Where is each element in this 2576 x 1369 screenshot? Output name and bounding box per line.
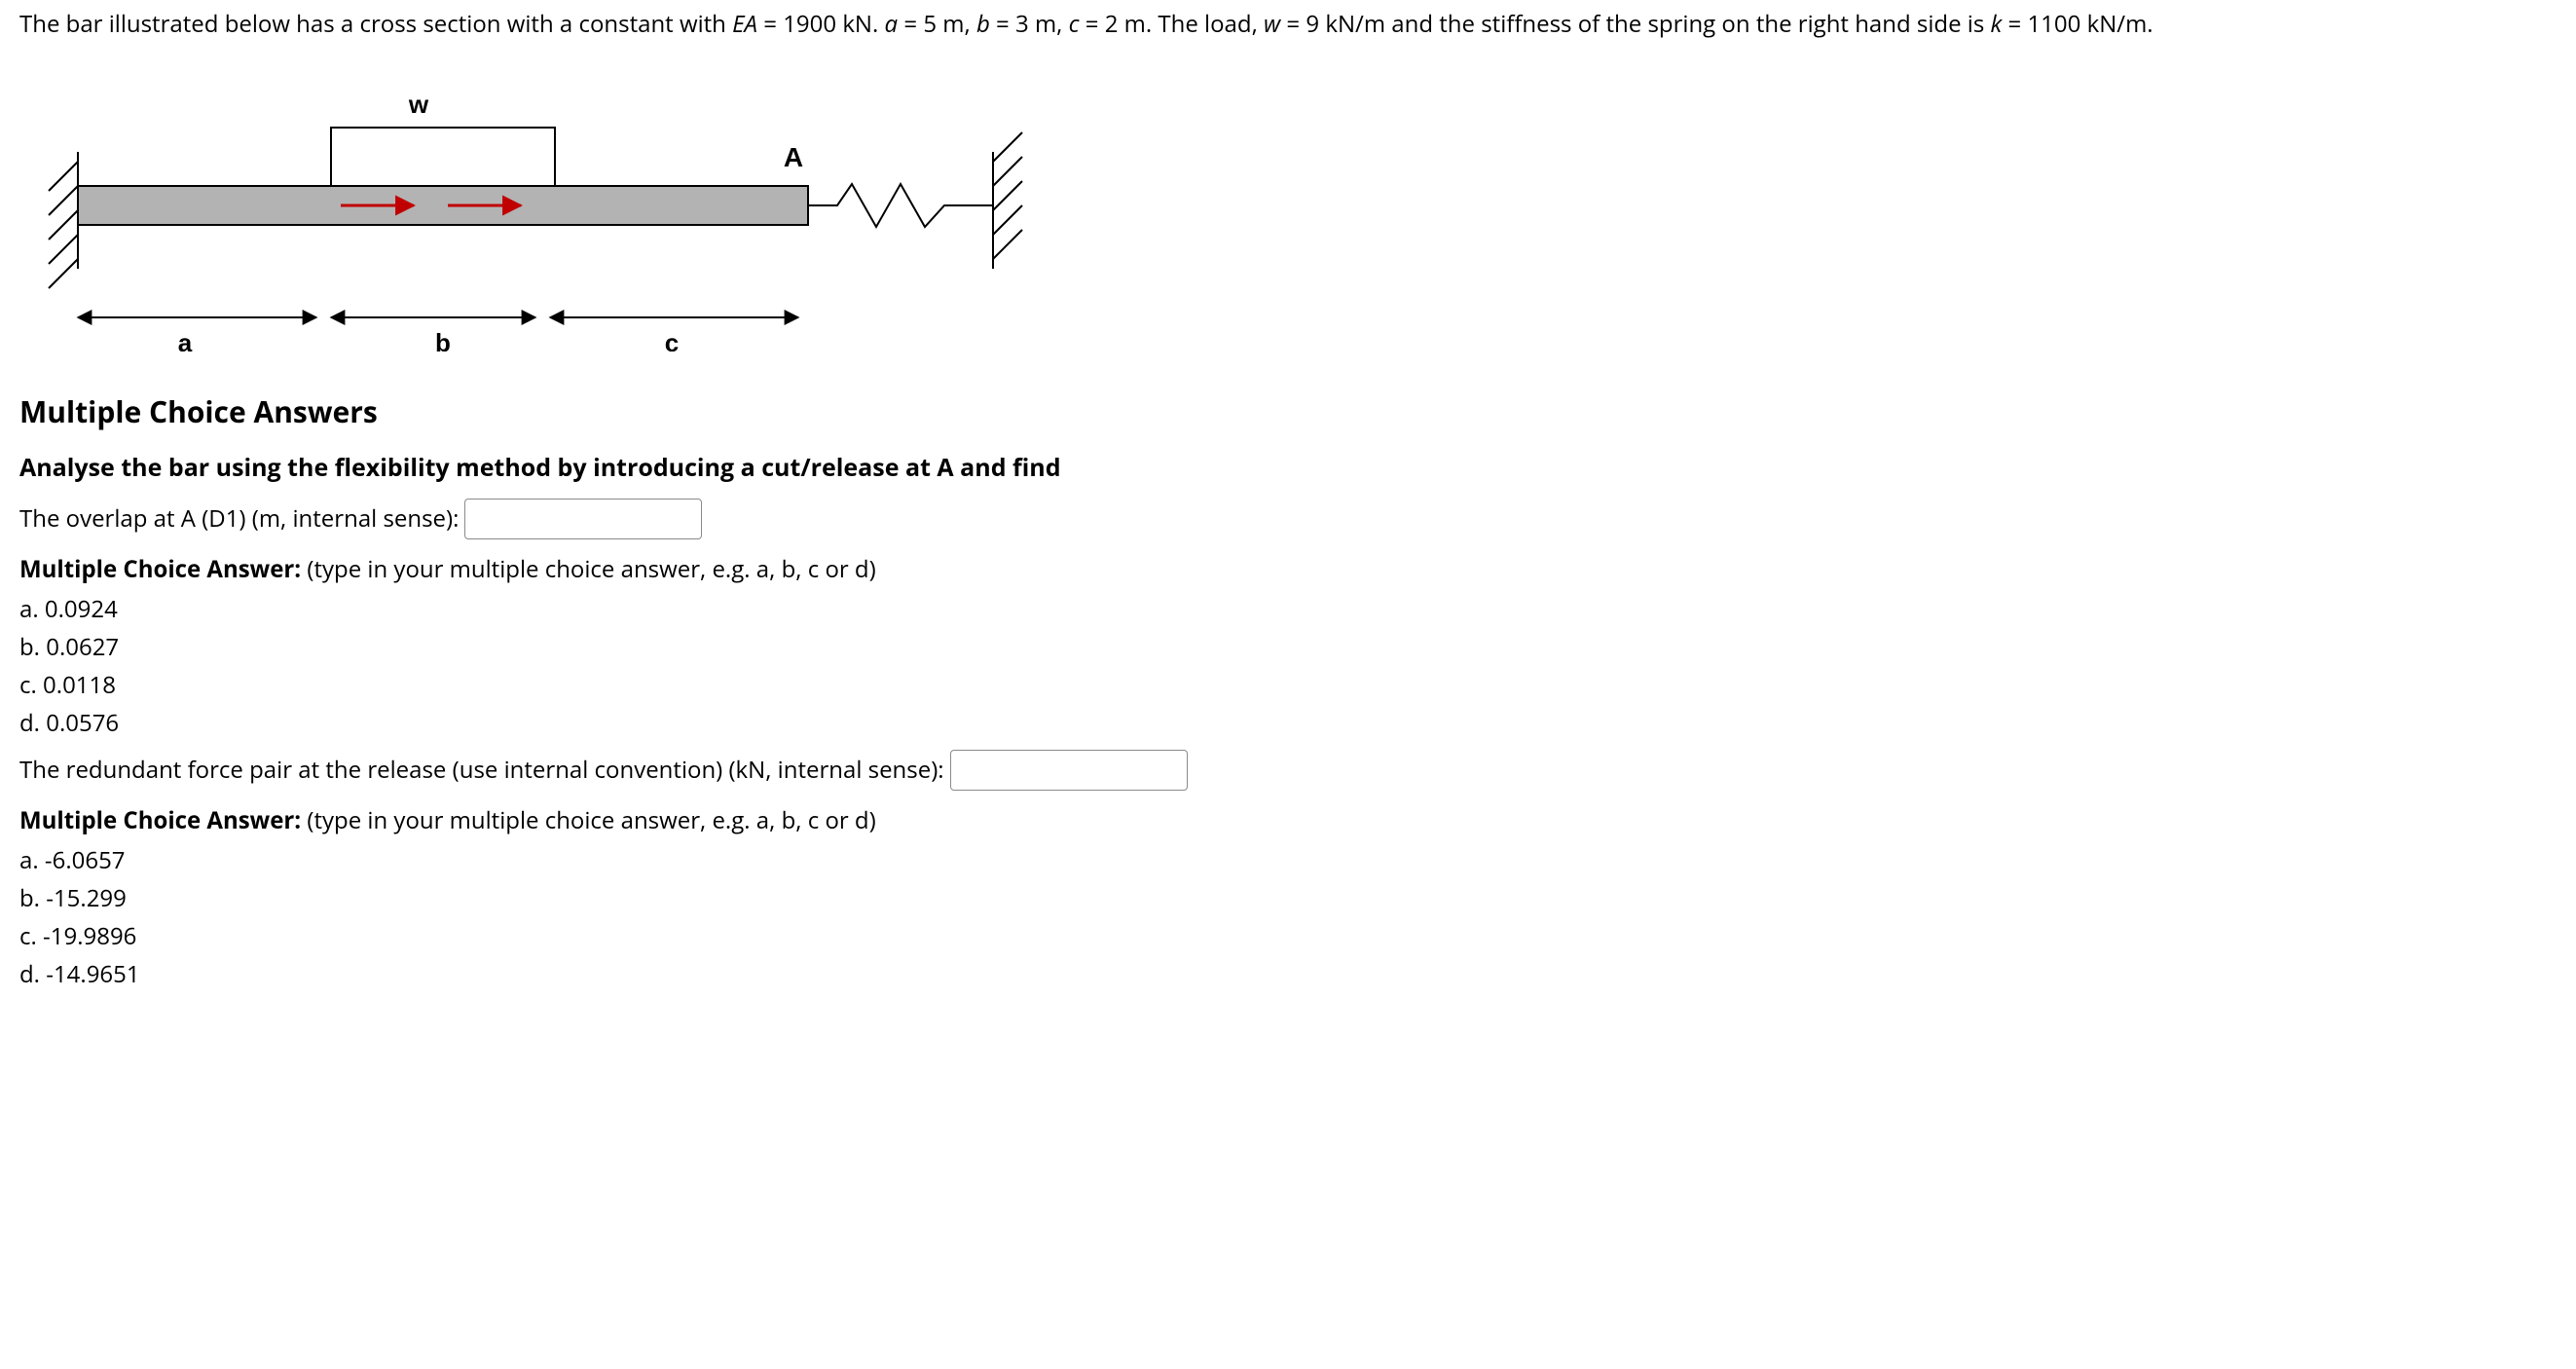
q2-option-c: c. -19.9896 — [19, 920, 2557, 954]
dim-a-label: a — [178, 328, 193, 352]
text: = 2 m. The load, — [1080, 8, 1265, 40]
text: = 3 m, — [990, 8, 1069, 40]
bar-body — [78, 186, 808, 225]
fixed-support-right-icon — [993, 132, 1022, 269]
problem-statement: The bar illustrated below has a cross se… — [19, 8, 2557, 42]
mc-label-bold: Multiple Choice Answer: — [19, 804, 301, 836]
dim-c-label: c — [665, 328, 679, 352]
q1-option-b: b. 0.0627 — [19, 631, 2557, 665]
instruction: Analyse the bar using the flexibility me… — [19, 450, 2557, 485]
a-symbol: a — [885, 8, 899, 40]
q1-option-a: a. 0.0924 — [19, 593, 2557, 627]
load-label: w — [408, 90, 429, 119]
load-box — [331, 128, 555, 186]
figure: w A a b c — [19, 59, 2557, 361]
text: = 5 m, — [898, 8, 976, 40]
b-symbol: b — [976, 8, 990, 40]
c-symbol: c — [1069, 8, 1080, 40]
q2-answer-input[interactable] — [950, 750, 1188, 791]
mc-label-bold: Multiple Choice Answer: — [19, 553, 301, 585]
q2-option-d: d. -14.9651 — [19, 958, 2557, 992]
bar-diagram-svg: w A a b c — [19, 59, 1051, 352]
mc-label-rest: (type in your multiple choice answer, e.… — [301, 804, 876, 836]
section-title: Multiple Choice Answers — [19, 390, 2557, 433]
text: = 1900 kN. — [757, 8, 885, 40]
q1-answer-input[interactable] — [464, 499, 702, 539]
q2-option-a: a. -6.0657 — [19, 844, 2557, 878]
text: = 1100 kN/m. — [2002, 8, 2153, 40]
q1-prompt: The overlap at A (D1) (m, internal sense… — [19, 502, 459, 536]
q1-option-c: c. 0.0118 — [19, 669, 2557, 703]
q1-prompt-line: The overlap at A (D1) (m, internal sense… — [19, 499, 2557, 539]
q2-prompt-line: The redundant force pair at the release … — [19, 750, 2557, 791]
q1-option-d: d. 0.0576 — [19, 707, 2557, 741]
w-symbol: w — [1264, 8, 1280, 40]
spring-icon — [808, 184, 993, 227]
dim-b-label: b — [435, 328, 451, 352]
q1-mc-label: Multiple Choice Answer: (type in your mu… — [19, 553, 2557, 587]
point-a-label: A — [784, 142, 803, 172]
ea-symbol: EA — [732, 8, 757, 40]
k-symbol: k — [1991, 8, 2003, 40]
mc-label-rest: (type in your multiple choice answer, e.… — [301, 553, 876, 585]
text: = 9 kN/m and the stiffness of the spring… — [1280, 8, 1990, 40]
q2-option-b: b. -15.299 — [19, 882, 2557, 916]
q2-prompt: The redundant force pair at the release … — [19, 754, 944, 788]
text: The bar illustrated below has a cross se… — [19, 8, 732, 40]
fixed-support-left-icon — [49, 152, 78, 288]
q2-mc-label: Multiple Choice Answer: (type in your mu… — [19, 804, 2557, 838]
